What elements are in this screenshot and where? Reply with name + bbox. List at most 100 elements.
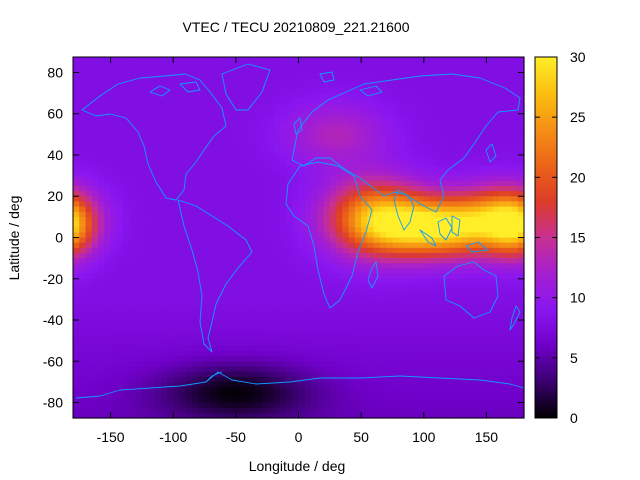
- heatmap-cell: [185, 304, 193, 311]
- heatmap-cell: [361, 412, 368, 419]
- heatmap-cell: [473, 62, 481, 68]
- heatmap-cell: [342, 402, 350, 409]
- heatmap-cell: [304, 191, 312, 197]
- heatmap-cell: [423, 314, 431, 321]
- heatmap-cell: [73, 67, 80, 74]
- heatmap-cell: [398, 113, 406, 120]
- heatmap-cell: [285, 320, 293, 326]
- heatmap-cell: [354, 72, 362, 79]
- heatmap-cell: [110, 268, 118, 275]
- heatmap-cell: [473, 67, 481, 74]
- heatmap-cell: [342, 139, 350, 146]
- heatmap-cell: [254, 72, 262, 79]
- heatmap-cell: [242, 407, 249, 414]
- heatmap-cell: [229, 232, 237, 239]
- heatmap-cell: [498, 67, 506, 74]
- heatmap-cell: [392, 376, 400, 383]
- heatmap-cell: [210, 191, 218, 197]
- heatmap-cell: [98, 175, 105, 182]
- heatmap-cell: [342, 67, 350, 74]
- heatmap-cell: [173, 350, 181, 357]
- heatmap-cell: [154, 57, 162, 63]
- heatmap-cell: [404, 144, 412, 151]
- heatmap-cell: [329, 397, 337, 404]
- heatmap-cell: [348, 165, 356, 172]
- heatmap-cell: [298, 361, 306, 368]
- heatmap-cell: [480, 67, 488, 74]
- heatmap-cell: [73, 402, 80, 409]
- heatmap-cell: [173, 278, 181, 285]
- heatmap-cell: [379, 314, 387, 321]
- heatmap-cell: [73, 139, 80, 146]
- heatmap-cell: [480, 356, 488, 362]
- heatmap-cell: [379, 402, 387, 409]
- heatmap-cell: [254, 299, 262, 306]
- heatmap-cell: [229, 160, 237, 166]
- heatmap-cell: [411, 294, 419, 300]
- heatmap-cell: [141, 154, 149, 161]
- heatmap-cell: [98, 381, 105, 388]
- heatmap-cell: [298, 294, 306, 300]
- heatmap-cell: [373, 381, 381, 388]
- heatmap-cell: [166, 144, 174, 151]
- heatmap-cell: [392, 289, 400, 295]
- heatmap-cell: [442, 170, 450, 177]
- heatmap-cell: [160, 170, 168, 177]
- heatmap-cell: [242, 180, 249, 187]
- heatmap-cell: [110, 57, 118, 63]
- heatmap-cell: [248, 335, 256, 342]
- heatmap-cell: [235, 87, 243, 94]
- heatmap-cell: [179, 227, 187, 233]
- heatmap-cell: [436, 62, 444, 68]
- heatmap-cell: [398, 201, 406, 208]
- heatmap-cell: [166, 325, 174, 331]
- heatmap-cell: [361, 242, 368, 249]
- heatmap-cell: [386, 149, 394, 156]
- heatmap-cell: [304, 273, 312, 280]
- heatmap-cell: [292, 361, 300, 368]
- heatmap-cell: [73, 258, 80, 264]
- heatmap-cell: [361, 237, 368, 244]
- heatmap-cell: [160, 335, 168, 342]
- heatmap-cell: [461, 93, 469, 99]
- heatmap-cell: [173, 345, 181, 352]
- heatmap-cell: [404, 211, 412, 218]
- heatmap-cell: [473, 175, 481, 182]
- heatmap-cell: [342, 252, 350, 259]
- heatmap-cell: [242, 154, 249, 161]
- heatmap-cell: [423, 134, 431, 141]
- heatmap-cell: [204, 62, 212, 68]
- heatmap-cell: [304, 320, 312, 326]
- heatmap-cell: [279, 397, 287, 404]
- heatmap-cell: [242, 268, 249, 275]
- heatmap-cell: [298, 149, 306, 156]
- heatmap-cell: [129, 227, 137, 233]
- heatmap-cell: [179, 320, 187, 326]
- heatmap-cell: [398, 77, 406, 84]
- heatmap-cell: [154, 124, 162, 130]
- heatmap-cell: [160, 222, 168, 228]
- heatmap-cell: [229, 412, 237, 419]
- heatmap-cell: [373, 304, 381, 311]
- heatmap-cell: [367, 206, 375, 213]
- heatmap-cell: [373, 82, 381, 89]
- heatmap-cell: [430, 227, 437, 233]
- heatmap-cell: [486, 222, 494, 228]
- heatmap-cell: [373, 216, 381, 223]
- heatmap-cell: [185, 180, 193, 187]
- heatmap-cell: [148, 149, 156, 156]
- heatmap-cell: [411, 278, 419, 285]
- heatmap-cell: [361, 392, 368, 398]
- heatmap-cell: [342, 237, 350, 244]
- heatmap-cell: [223, 304, 231, 311]
- heatmap-cell: [467, 211, 475, 218]
- heatmap-cell: [442, 191, 450, 197]
- heatmap-cell: [392, 211, 400, 218]
- heatmap-cell: [455, 299, 462, 306]
- heatmap-cell: [110, 392, 118, 398]
- heatmap-cell: [248, 149, 256, 156]
- heatmap-cell: [348, 139, 356, 146]
- heatmap-cell: [279, 335, 287, 342]
- heatmap-cell: [123, 252, 130, 259]
- heatmap-cell: [185, 361, 193, 368]
